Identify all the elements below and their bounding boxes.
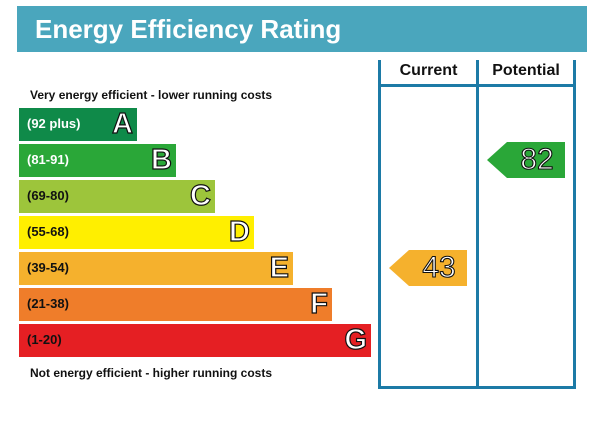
band-letter: C [189,179,211,212]
band-e: (39-54) E [19,251,293,285]
current-column-header: Current [399,62,458,79]
band-b: (81-91) B [19,143,176,177]
current-rating-arrow: 43 [389,250,467,286]
band-c: (69-80) C [19,179,215,213]
band-range-label: (92 plus) [27,116,81,131]
band-letter: G [344,323,368,356]
band-d: (55-68) D [19,215,254,249]
potential-arrow-shape [487,142,565,178]
band-range-label: (21-38) [27,296,69,311]
column-divider [476,60,479,389]
band-letter: B [150,143,172,176]
band-range-label: (39-54) [27,260,69,275]
band-letter: E [269,251,290,284]
current-arrow-shape [389,250,467,286]
potential-right-border [573,60,576,389]
band-a: (92 plus) A [19,107,137,141]
title-bar: Energy Efficiency Rating [17,6,587,52]
band-f: (21-38) F [19,287,332,321]
band-range-label: (55-68) [27,224,69,239]
band-range-label: (81-91) [27,152,69,167]
efficient-note: Very energy efficient - lower running co… [30,88,273,102]
band-range-label: (1-20) [27,332,62,347]
band-range-label: (69-80) [27,188,69,203]
band-letter: F [310,287,329,320]
current-rating-value: 43 [422,250,456,284]
inefficient-note: Not energy efficient - higher running co… [30,366,273,380]
band-letter: D [228,215,250,248]
potential-rating-arrow: 82 [487,142,565,178]
potential-column-header: Potential [492,62,560,79]
page-title: Energy Efficiency Rating [35,14,342,44]
band-letter: A [111,107,133,140]
potential-rating-value: 82 [520,142,554,176]
band-g: (1-20) G [19,323,371,357]
current-left-border [378,60,381,389]
